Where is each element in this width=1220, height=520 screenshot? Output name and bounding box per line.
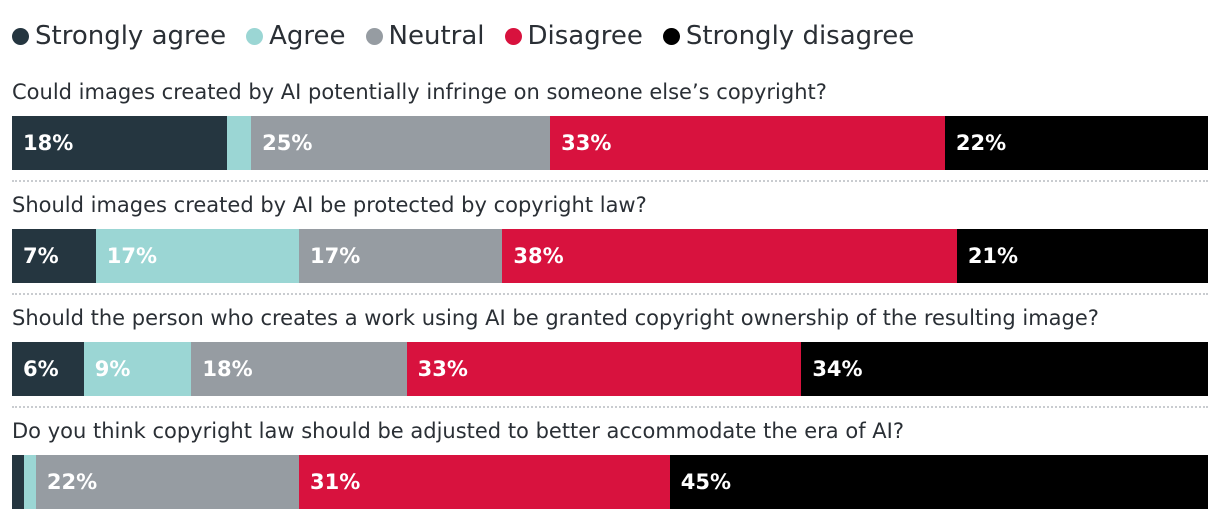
legend-item-agree: Agree xyxy=(246,21,346,51)
bar-segment-agree: 17% xyxy=(95,229,300,283)
bar-segment-neutral: 22% xyxy=(35,455,300,509)
data-label: 7% xyxy=(23,244,59,268)
legend-label: Strongly agree xyxy=(35,21,227,51)
bar-segment-strongly-disagree: 45% xyxy=(669,455,1208,509)
bar-segment-agree xyxy=(23,455,36,509)
legend-item-neutral: Neutral xyxy=(365,21,485,51)
question-label: Do you think copyright law should be adj… xyxy=(12,419,904,443)
bar-segment-strongly-disagree: 22% xyxy=(944,116,1208,170)
row-divider xyxy=(12,180,1208,182)
data-label: 18% xyxy=(202,357,253,381)
stacked-bar: 7% 17% 17% 38% 21% xyxy=(12,229,1208,283)
legend-label: Strongly disagree xyxy=(685,21,915,51)
legend-item-disagree: Disagree xyxy=(504,21,643,51)
bar-segment-neutral: 18% xyxy=(191,342,407,396)
data-label: 6% xyxy=(23,357,59,381)
data-label: 33% xyxy=(417,357,468,381)
bar-segment-disagree: 38% xyxy=(502,229,957,283)
data-label: 33% xyxy=(561,131,612,155)
row-divider xyxy=(12,406,1208,408)
data-label: 22% xyxy=(46,470,98,494)
bar-segment-disagree: 31% xyxy=(299,455,670,509)
legend-item-strongly-agree: Strongly agree xyxy=(12,21,226,51)
data-label: 17% xyxy=(310,244,361,268)
bar-segment-disagree: 33% xyxy=(550,116,945,170)
stacked-bar: 22% 31% 45% xyxy=(12,455,1208,509)
data-label: 21% xyxy=(967,244,1019,268)
data-label: 18% xyxy=(23,131,74,155)
bar-segment-disagree: 33% xyxy=(406,342,802,396)
bar-segment-neutral: 17% xyxy=(299,229,503,283)
bar-segment-strongly-agree: 7% xyxy=(12,229,96,283)
bar-segment-strongly-agree: 6% xyxy=(12,342,84,396)
data-label: 38% xyxy=(513,244,564,268)
legend-swatch-strongly-disagree xyxy=(662,27,680,45)
row-divider xyxy=(12,293,1208,295)
legend-swatch-agree xyxy=(246,27,264,45)
legend-label: Agree xyxy=(269,21,346,51)
bar-segment-neutral: 25% xyxy=(251,116,551,170)
legend-swatch-neutral xyxy=(365,27,383,45)
bar-segment-strongly-disagree: 34% xyxy=(801,342,1208,396)
data-label: 25% xyxy=(262,131,313,155)
question-label: Should the person who creates a work usi… xyxy=(12,306,1099,330)
question-label: Should images created by AI be protected… xyxy=(12,193,647,217)
bar-segment-agree: 9% xyxy=(83,342,192,396)
legend-label: Neutral xyxy=(388,21,485,51)
stacked-bar: 6% 9% 18% 33% 34% xyxy=(12,342,1208,396)
data-label: 45% xyxy=(680,470,732,494)
legend-swatch-strongly-agree xyxy=(12,27,29,45)
data-label: 31% xyxy=(310,470,361,494)
data-label: 17% xyxy=(106,244,157,268)
bar-segment-strongly-agree: 18% xyxy=(12,116,228,170)
bar-segment-strongly-disagree: 21% xyxy=(956,229,1208,283)
legend-item-strongly-disagree: Strongly disagree xyxy=(662,21,915,51)
bar-segment-strongly-agree xyxy=(12,455,24,509)
data-label: 22% xyxy=(955,131,1007,155)
question-label: Could images created by AI potentially i… xyxy=(12,80,827,104)
stacked-bar: 18% 25% 33% 22% xyxy=(12,116,1208,170)
chart-legend: Strongly agree Agree Neutral Disagree St… xyxy=(12,14,934,58)
legend-swatch-disagree xyxy=(504,27,522,45)
data-label: 34% xyxy=(812,357,863,381)
data-label: 9% xyxy=(94,357,131,381)
legend-label: Disagree xyxy=(527,21,643,51)
bar-segment-agree xyxy=(227,116,252,170)
